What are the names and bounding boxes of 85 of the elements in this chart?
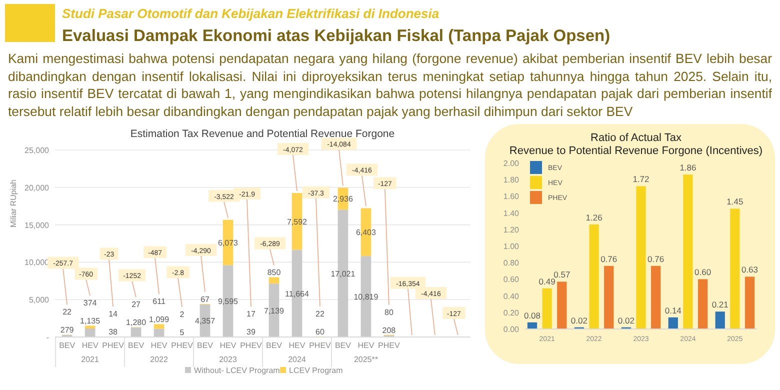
data-label: 0.02 bbox=[570, 315, 588, 326]
x-tick-label: PHEV bbox=[102, 341, 125, 350]
text: Evaluasi Dampak Ekonomi atas Kebijakan Fiskal (Tanpa Pajak Opsen) bbox=[62, 27, 610, 45]
y-tick-label: 5,000 bbox=[28, 296, 50, 305]
x-tick-label: PHEV bbox=[171, 341, 194, 350]
text: 374 bbox=[83, 298, 97, 308]
text: 2021 bbox=[81, 355, 100, 364]
text: 17,021 bbox=[330, 269, 356, 278]
y-tick-label: - bbox=[46, 333, 50, 342]
legend-label: LCEV Program bbox=[289, 366, 344, 375]
y-tick-label: 20,000 bbox=[24, 183, 50, 192]
data-label: 1.86 bbox=[680, 162, 697, 173]
data-label: 0.60 bbox=[694, 267, 712, 278]
y-tick-label: 0.00 bbox=[503, 325, 520, 334]
y-tick-label: 1.60 bbox=[503, 192, 520, 202]
x-tick-label: PHEV bbox=[309, 341, 332, 350]
chart-title: Estimation Tax Revenue and Potential Revenue Forgone bbox=[130, 128, 395, 140]
text: 22 bbox=[62, 308, 72, 317]
y-tick-label: 0.80 bbox=[503, 258, 520, 268]
x-tick-label: HEV bbox=[288, 341, 306, 350]
data-label: 0.57 bbox=[554, 270, 570, 280]
text: 1,280 bbox=[126, 318, 146, 328]
text: 80 bbox=[384, 308, 394, 317]
y-tick-label: 0.40 bbox=[503, 292, 520, 301]
y-tick-label: 1.80 bbox=[503, 176, 520, 185]
data-label: 1.45 bbox=[726, 196, 744, 207]
text: 60 bbox=[316, 327, 324, 336]
text: 11,664 bbox=[285, 289, 309, 298]
text: 27 bbox=[132, 300, 140, 310]
text: 2023 bbox=[219, 355, 238, 364]
x-tick-label: BEV bbox=[59, 341, 76, 350]
text: 208 bbox=[382, 326, 396, 335]
data-label: 1.72 bbox=[632, 174, 650, 184]
text: 279 bbox=[60, 326, 74, 335]
text: 9,595 bbox=[218, 297, 238, 306]
y-tick-label: 25,000 bbox=[24, 146, 50, 155]
data-label: 0.02 bbox=[618, 315, 635, 326]
text: 1,099 bbox=[149, 315, 170, 324]
x-tick-label: BEV bbox=[128, 341, 145, 350]
data-label: 0.14 bbox=[664, 305, 682, 316]
text: 17 bbox=[246, 310, 256, 319]
data-label: 0.08 bbox=[524, 310, 541, 320]
y-axis-title: Miliar RUpiah bbox=[9, 179, 18, 228]
text: 1,135 bbox=[80, 316, 100, 326]
text: 611 bbox=[152, 297, 166, 306]
text: 38 bbox=[108, 328, 118, 337]
x-tick-label: HEV bbox=[220, 341, 237, 350]
x-tick-label: PHEV bbox=[378, 341, 401, 350]
text: 22 bbox=[316, 309, 324, 318]
data-label: 0.49 bbox=[538, 276, 556, 286]
y-tick-label: 2.00 bbox=[503, 159, 520, 168]
x-tick-label: BEV bbox=[266, 341, 283, 350]
y-tick-label: 0.60 bbox=[503, 275, 520, 284]
data-label: 0.21 bbox=[712, 300, 729, 310]
text: 5 bbox=[180, 328, 184, 337]
text: 67 bbox=[200, 294, 210, 304]
text: 14 bbox=[108, 310, 118, 319]
x-tick-label: PHEV bbox=[240, 341, 263, 350]
text: 2024 bbox=[288, 355, 306, 364]
text: Kami mengestimasi bahwa potensi pendapatan negara yang hilang (forgone revenue) akibat pemberian insentif BEV lebih besar dibandingkan dengan insentif lokalisasi. Nilai ini diproyeksikan terus meningkat setiap tahunnya hingga tahun 2025. Selain itu, rasio insentif BEV tercatat di bawah 1, yang mengindikasikan bahwa potensi hilangnya pendapatan pajak dari pemberian insentif tersebut relatif lebih besar dibandingkan dengan pendapatan pajak yang berhasil dihimpun dari sektor BEV bbox=[8, 50, 772, 120]
legend-label: Without- LCEV Program bbox=[194, 366, 280, 375]
data-label: 0.63 bbox=[741, 264, 758, 275]
data-label: 0.76 bbox=[600, 254, 618, 264]
text: 2 bbox=[180, 310, 184, 319]
y-tick-label: 0.20 bbox=[503, 308, 520, 318]
y-tick-label: 15,000 bbox=[24, 220, 50, 230]
y-tick-label: 1.00 bbox=[503, 242, 520, 251]
x-tick-label: HEV bbox=[150, 341, 168, 350]
data-label: 1.26 bbox=[586, 212, 603, 222]
text: 850 bbox=[267, 268, 281, 278]
x-tick-label: HEV bbox=[82, 341, 99, 350]
text: 4,357 bbox=[195, 316, 216, 326]
y-tick-label: 1.40 bbox=[503, 208, 520, 218]
x-tick-label: BEV bbox=[334, 341, 352, 350]
text: 7,139 bbox=[264, 306, 284, 316]
chart-title: Ratio of Actual Tax Revenue to Potential Revenue Forgone (Incentives) bbox=[509, 132, 763, 157]
x-tick-label: BEV bbox=[197, 341, 214, 350]
text: 2022 bbox=[150, 355, 168, 364]
text: Studi Pasar Otomotif dan Kebijakan Elektrifikasi di Indonesia bbox=[62, 6, 440, 21]
data-label: 0.76 bbox=[648, 254, 664, 264]
text: 39 bbox=[246, 328, 256, 337]
text: 2025** bbox=[354, 355, 378, 364]
text: 10,819 bbox=[354, 292, 378, 302]
y-tick-label: 1.20 bbox=[503, 225, 520, 234]
x-tick-label: HEV bbox=[358, 341, 375, 350]
